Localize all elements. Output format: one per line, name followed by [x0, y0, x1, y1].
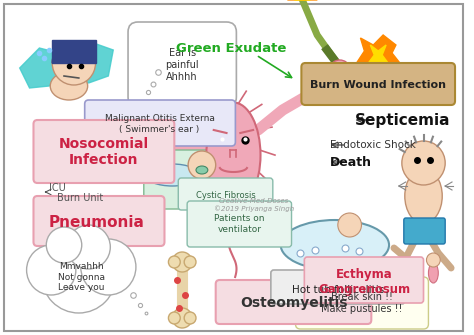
Text: Break skin !!
Make pustules !!: Break skin !! Make pustules !! — [321, 292, 402, 314]
FancyBboxPatch shape — [404, 218, 445, 244]
Circle shape — [184, 256, 196, 268]
Ellipse shape — [428, 263, 438, 283]
Ellipse shape — [405, 169, 442, 223]
FancyBboxPatch shape — [128, 22, 237, 107]
Text: Cystic Fibrosis: Cystic Fibrosis — [196, 191, 255, 200]
Text: Nosocomial
Infection: Nosocomial Infection — [58, 137, 148, 167]
Ellipse shape — [145, 164, 200, 186]
Polygon shape — [356, 35, 400, 63]
FancyBboxPatch shape — [187, 201, 292, 247]
Circle shape — [67, 225, 110, 269]
Ellipse shape — [109, 135, 125, 147]
Circle shape — [427, 253, 440, 267]
FancyBboxPatch shape — [34, 196, 164, 246]
Text: ICU: ICU — [49, 183, 66, 193]
Text: Osteomyelitis: Osteomyelitis — [240, 296, 347, 310]
Ellipse shape — [345, 271, 414, 299]
Polygon shape — [368, 45, 388, 63]
Text: Endotoxic Shock: Endotoxic Shock — [330, 140, 416, 150]
Text: Green Exudate: Green Exudate — [176, 42, 287, 55]
Polygon shape — [52, 40, 96, 63]
Text: Death: Death — [330, 155, 372, 169]
Ellipse shape — [206, 103, 261, 207]
Circle shape — [81, 239, 136, 295]
Text: Patients on
ventilator: Patients on ventilator — [214, 214, 264, 234]
Polygon shape — [20, 48, 64, 88]
FancyBboxPatch shape — [304, 257, 423, 303]
Text: Hot tub folliculitis: Hot tub folliculitis — [292, 285, 384, 295]
FancyBboxPatch shape — [178, 178, 273, 210]
Circle shape — [168, 312, 180, 324]
Text: Creative-Med-Doses
©2019 Priyanga Singh: Creative-Med-Doses ©2019 Priyanga Singh — [214, 198, 294, 212]
Ellipse shape — [196, 166, 208, 174]
Polygon shape — [52, 41, 96, 63]
FancyBboxPatch shape — [301, 63, 455, 105]
FancyBboxPatch shape — [4, 4, 463, 331]
Circle shape — [338, 213, 362, 237]
Circle shape — [173, 308, 192, 328]
Text: Septicemia: Septicemia — [355, 113, 450, 128]
FancyBboxPatch shape — [85, 100, 236, 146]
FancyBboxPatch shape — [144, 150, 217, 209]
Circle shape — [27, 245, 76, 295]
Text: Burn Wound Infection: Burn Wound Infection — [310, 80, 446, 90]
Ellipse shape — [50, 72, 88, 100]
Text: Mmvahhh
Not gonna
Leave you: Mmvahhh Not gonna Leave you — [58, 262, 105, 292]
Text: Pneumonia: Pneumonia — [48, 214, 145, 229]
Text: Ecthyma
Gangrenosum: Ecthyma Gangrenosum — [319, 268, 410, 296]
Text: Burn Unit: Burn Unit — [57, 193, 103, 203]
Text: Malignant Otitis Externa
( Swimmer's ear ): Malignant Otitis Externa ( Swimmer's ear… — [105, 114, 215, 134]
Circle shape — [41, 237, 116, 313]
Ellipse shape — [331, 60, 349, 74]
Polygon shape — [74, 43, 113, 83]
Circle shape — [168, 256, 180, 268]
FancyBboxPatch shape — [271, 270, 405, 304]
Circle shape — [46, 227, 82, 263]
Circle shape — [173, 252, 192, 272]
FancyBboxPatch shape — [216, 280, 371, 324]
Circle shape — [402, 141, 445, 185]
Circle shape — [52, 41, 96, 85]
FancyBboxPatch shape — [295, 277, 428, 329]
Circle shape — [184, 312, 196, 324]
Circle shape — [188, 151, 216, 179]
Ellipse shape — [281, 220, 389, 270]
Text: Ear is
painful
Ahhhh: Ear is painful Ahhhh — [165, 48, 199, 82]
FancyBboxPatch shape — [34, 120, 174, 183]
